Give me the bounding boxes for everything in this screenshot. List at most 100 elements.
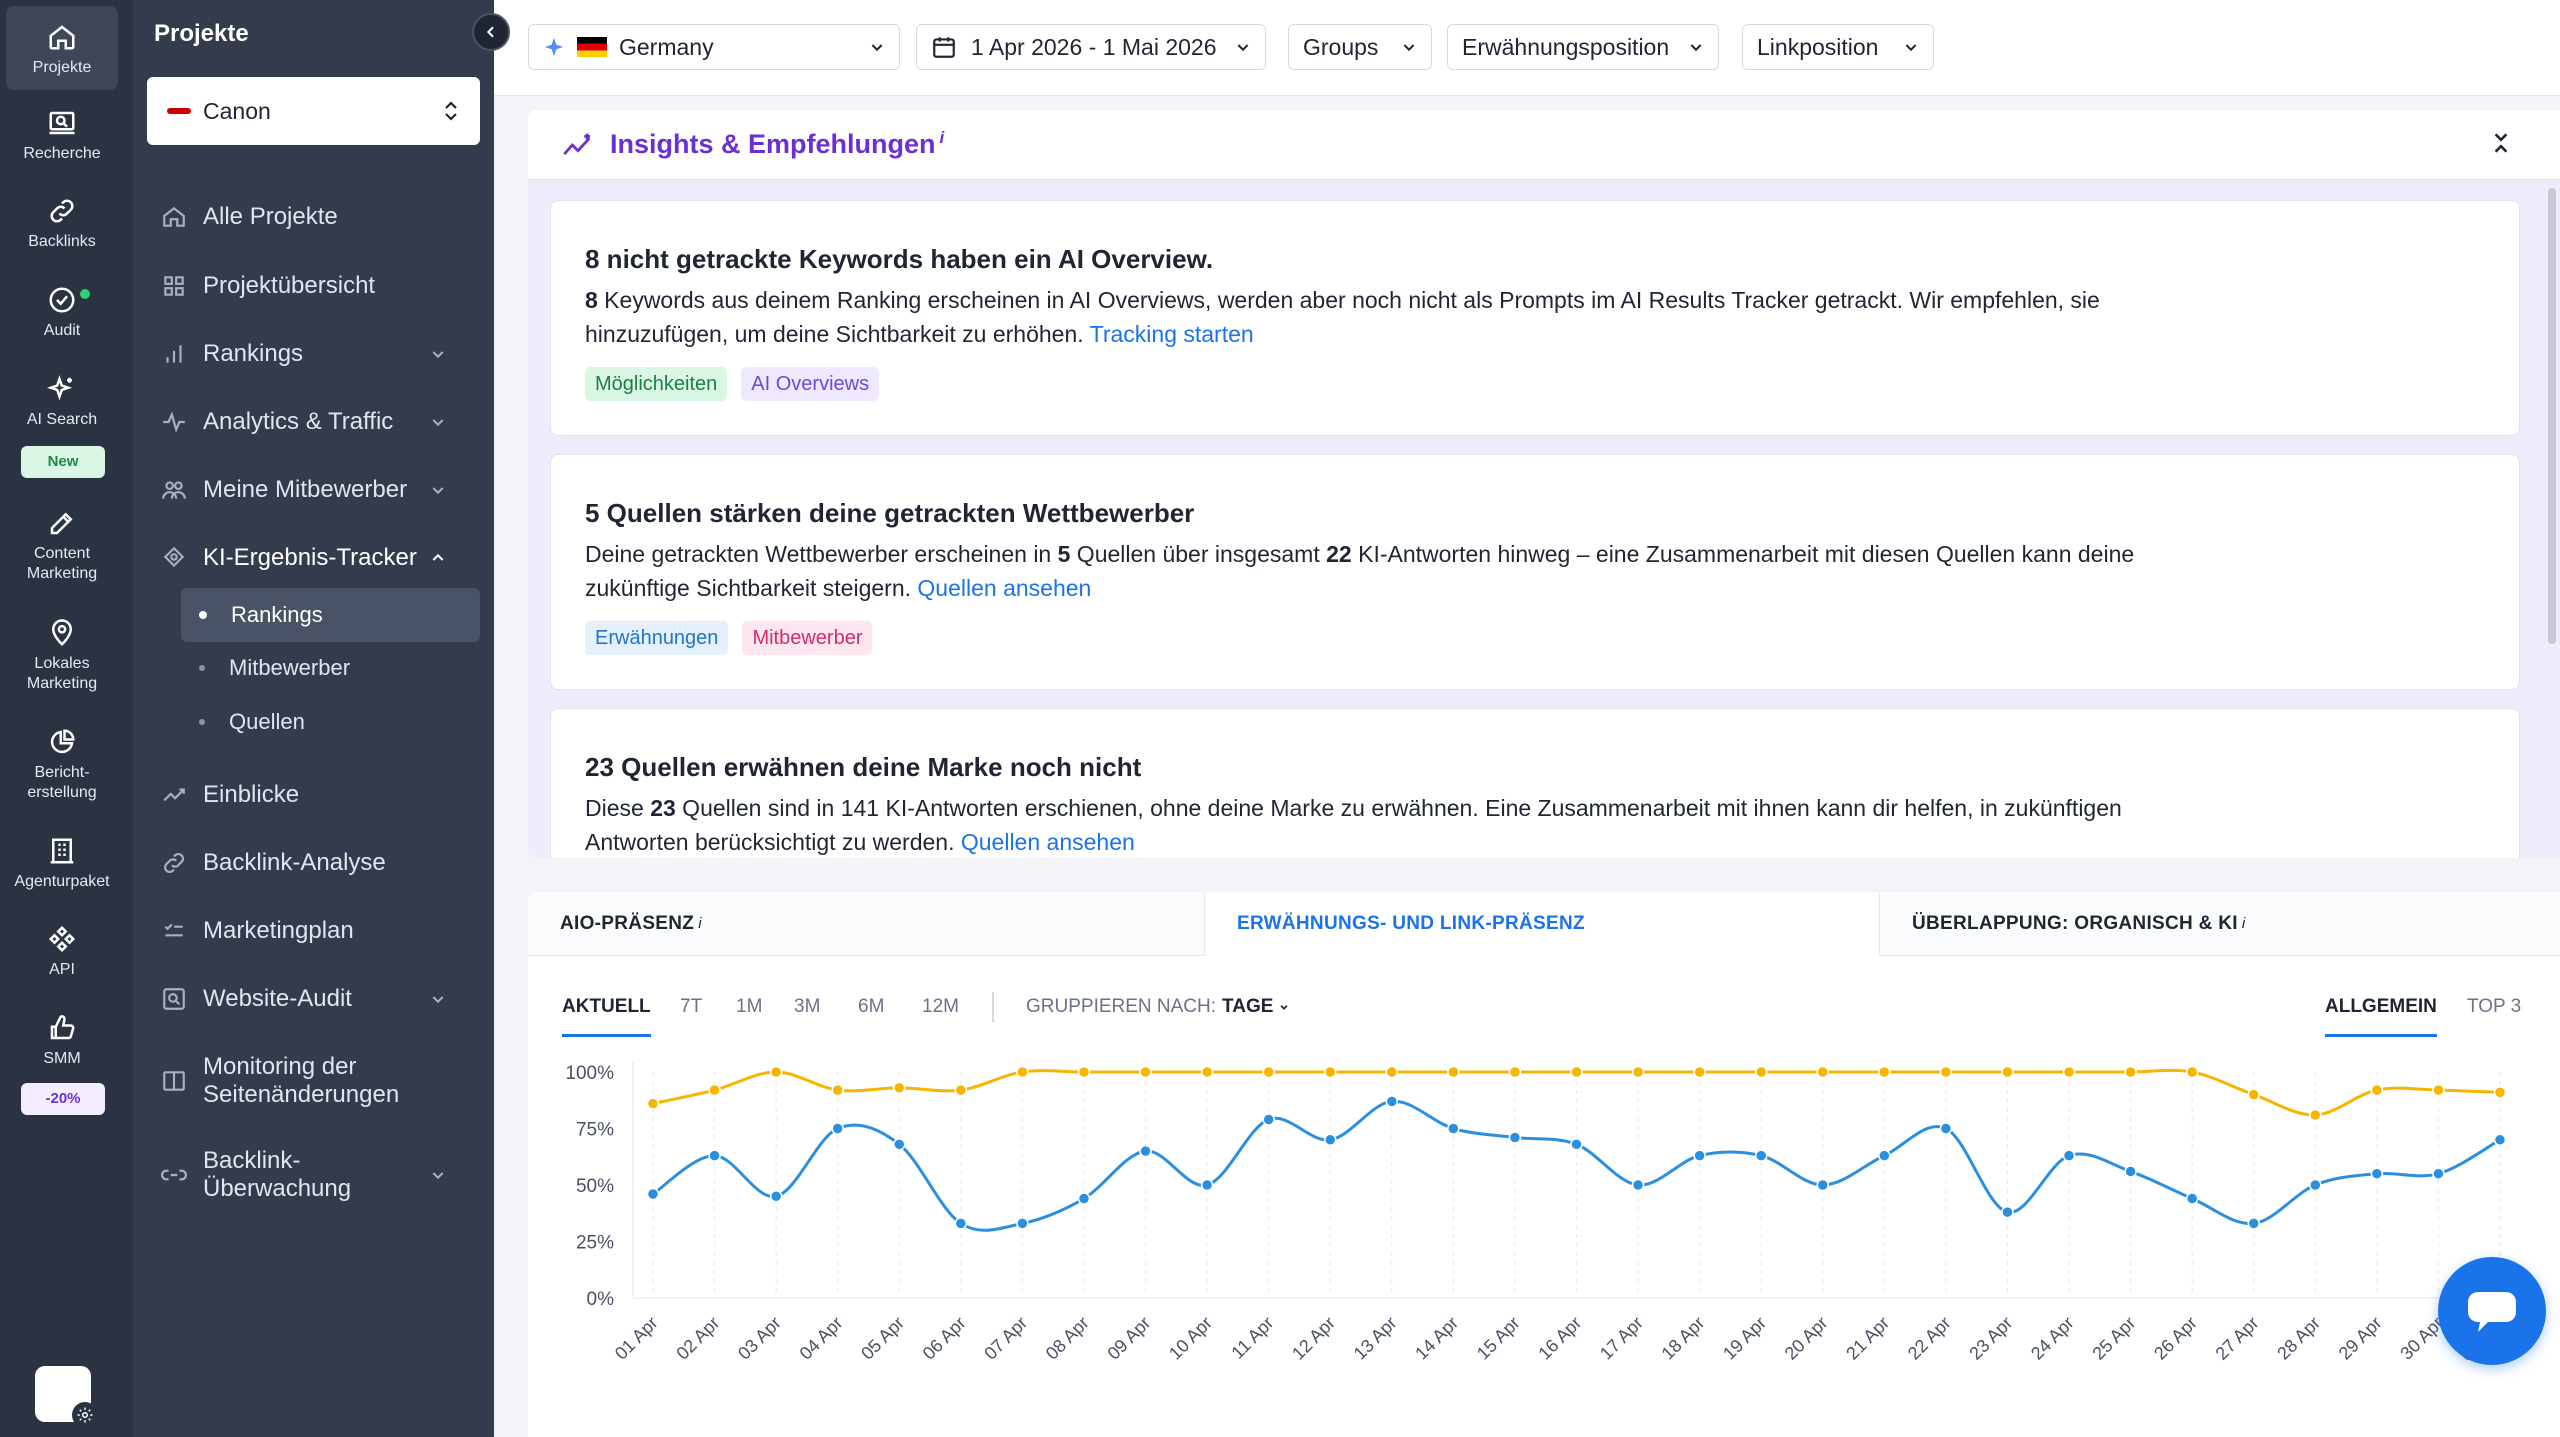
period-1m[interactable]: 1M xyxy=(736,996,763,1017)
x-tick-label: 15 Apr xyxy=(1473,1313,1524,1364)
nav-analytics-traffic[interactable]: Analytics & Traffic xyxy=(147,395,480,449)
data-point xyxy=(708,1083,721,1097)
nav-ki-ergebnis-tracker[interactable]: KI-Ergebnis-Tracker xyxy=(147,531,480,585)
collapse-icon[interactable] xyxy=(2488,128,2514,158)
rail-item-audit[interactable]: Audit xyxy=(6,285,118,355)
nav-backlink-ueberwachung[interactable]: Backlink-Überwachung xyxy=(147,1140,480,1210)
insights-panel: Insights & Empfehlungen i 8 nicht getrack… xyxy=(528,110,2560,858)
insights-scrollbar[interactable] xyxy=(2548,188,2556,644)
data-point xyxy=(2370,1083,2384,1097)
tracking-starten-link[interactable]: Tracking starten xyxy=(1089,321,1254,347)
subnav-rankings[interactable]: Rankings xyxy=(181,588,480,642)
insights-title: Insights & Empfehlungen i xyxy=(610,128,944,160)
rail-item-berichterstellung[interactable]: Bericht- erstellung xyxy=(6,727,118,809)
x-tick-label: 24 Apr xyxy=(2027,1313,2078,1364)
data-point xyxy=(1262,1113,1275,1126)
quellen-ansehen-link[interactable]: Quellen ansehen xyxy=(960,829,1135,855)
data-point xyxy=(1385,1095,1399,1108)
chevron-up-icon xyxy=(432,553,444,561)
tab-erwaehnungs-link-praesenz[interactable]: ERWÄHNUNGS- UND LINK-PRÄSENZ xyxy=(1204,892,1880,956)
quellen-ansehen-link[interactable]: Quellen ansehen xyxy=(917,575,1092,601)
pulse-icon xyxy=(163,411,185,433)
tab-label: AIO-PRÄSENZ xyxy=(560,912,695,934)
date-range-select[interactable]: 1 Apr 2026 - 1 Mai 2026 xyxy=(916,24,1266,70)
country-select[interactable]: Germany xyxy=(528,24,900,70)
research-icon xyxy=(49,111,75,135)
y-tick-label: 0% xyxy=(587,1289,615,1310)
y-tick-label: 50% xyxy=(576,1176,614,1197)
groups-value: Groups xyxy=(1303,33,1379,60)
project-selector[interactable]: Canon xyxy=(147,77,480,145)
x-tick-label: 29 Apr xyxy=(2335,1313,2386,1364)
thumbs-up-icon xyxy=(50,1015,75,1040)
view-top3[interactable]: TOP 3 xyxy=(2467,996,2522,1017)
period-7t[interactable]: 7T xyxy=(680,996,703,1017)
chevron-down-icon xyxy=(432,1172,444,1180)
insights-header[interactable]: Insights & Empfehlungen i xyxy=(528,110,2560,180)
x-tick-label: 19 Apr xyxy=(1719,1313,1770,1364)
nav-marketingplan[interactable]: Marketingplan xyxy=(147,904,480,958)
collapse-sidebar-button[interactable] xyxy=(472,13,510,51)
link-position-select[interactable]: Linkposition xyxy=(1742,24,1934,70)
x-tick-label: 06 Apr xyxy=(919,1313,970,1364)
data-point xyxy=(954,1217,968,1230)
info-icon: i xyxy=(698,915,702,932)
rail-item-smm[interactable]: SMM xyxy=(6,1013,118,1083)
rail-item-agenturpaket[interactable]: Agenturpaket xyxy=(6,836,118,906)
mention-position-select[interactable]: Erwähnungsposition xyxy=(1447,24,1719,70)
data-point xyxy=(2001,1065,2014,1079)
date-range-value: 1 Apr 2026 - 1 Mai 2026 xyxy=(971,33,1217,60)
compare-icon xyxy=(163,1071,185,1091)
groups-select[interactable]: Groups xyxy=(1288,24,1432,70)
link-monitor-icon xyxy=(161,1169,187,1181)
rail-item-api[interactable]: API xyxy=(6,924,118,994)
period-6m[interactable]: 6M xyxy=(858,996,885,1017)
nav-backlink-analyse[interactable]: Backlink-Analyse xyxy=(147,836,480,890)
y-tick-label: 75% xyxy=(576,1120,614,1141)
chat-support-button[interactable] xyxy=(2438,1257,2546,1365)
data-point xyxy=(2247,1217,2260,1230)
rail-item-ai-search[interactable]: AI Search xyxy=(6,374,118,444)
ai-tracker-icon xyxy=(163,546,185,568)
data-point xyxy=(2309,1108,2322,1122)
data-point xyxy=(2432,1083,2445,1097)
trend-sparkle-icon xyxy=(563,133,591,156)
nav-meine-mitbewerber[interactable]: Meine Mitbewerber xyxy=(147,463,480,517)
data-point xyxy=(1262,1065,1275,1079)
rail-item-projekte[interactable]: Projekte xyxy=(6,6,118,90)
nav-monitoring-seitenaenderungen[interactable]: Monitoring der Seitenänderungen xyxy=(147,1046,480,1116)
rail-item-content-marketing[interactable]: Content Marketing xyxy=(6,508,118,590)
building-icon xyxy=(50,838,74,864)
subnav-mitbewerber[interactable]: Mitbewerber xyxy=(181,641,480,695)
sidebar-title: Projekte xyxy=(154,20,249,47)
chevron-down-icon xyxy=(432,351,444,359)
nav-projektuebersicht[interactable]: Projektübersicht xyxy=(147,259,480,313)
period-3m[interactable]: 3M xyxy=(794,996,821,1017)
period-aktuell[interactable]: AKTUELL xyxy=(562,996,651,1037)
subnav-quellen[interactable]: Quellen xyxy=(181,695,480,749)
info-icon[interactable]: i xyxy=(939,128,945,147)
sub-label: Rankings xyxy=(231,602,323,627)
nav-website-audit[interactable]: Website-Audit xyxy=(147,972,480,1026)
data-point xyxy=(1323,1065,1337,1079)
x-tick-label: 23 Apr xyxy=(1965,1313,2016,1364)
nav-einblicke[interactable]: Einblicke xyxy=(147,768,480,822)
nav-rankings[interactable]: Rankings xyxy=(147,327,480,381)
rail-item-lokales-marketing[interactable]: Lokales Marketing xyxy=(6,618,118,700)
data-point xyxy=(1077,1192,1091,1205)
group-by-select[interactable]: GRUPPIEREN NACH: TAGE xyxy=(1026,996,1289,1018)
chart-panel: AIO-PRÄSENZ i ERWÄHNUNGS- UND LINK-PRÄSEN… xyxy=(528,892,2560,1437)
settings-gear-icon[interactable] xyxy=(72,1402,98,1428)
rail-item-recherche[interactable]: Recherche xyxy=(6,108,118,178)
rail-item-backlinks[interactable]: Backlinks xyxy=(6,196,118,266)
period-12m[interactable]: 12M xyxy=(922,996,959,1017)
edit-icon xyxy=(50,512,73,535)
tab-ueberlappung[interactable]: ÜBERLAPPUNG: ORGANISCH & KI i xyxy=(1880,892,2560,956)
view-allgemein[interactable]: ALLGEMEIN xyxy=(2325,996,2437,1037)
data-point xyxy=(1447,1065,1460,1079)
data-point xyxy=(1570,1065,1583,1079)
tab-aio-praesenz[interactable]: AIO-PRÄSENZ i xyxy=(528,892,1204,956)
data-point xyxy=(1816,1178,1830,1192)
sub-label: Mitbewerber xyxy=(229,655,351,680)
nav-alle-projekte[interactable]: Alle Projekte xyxy=(147,190,480,244)
